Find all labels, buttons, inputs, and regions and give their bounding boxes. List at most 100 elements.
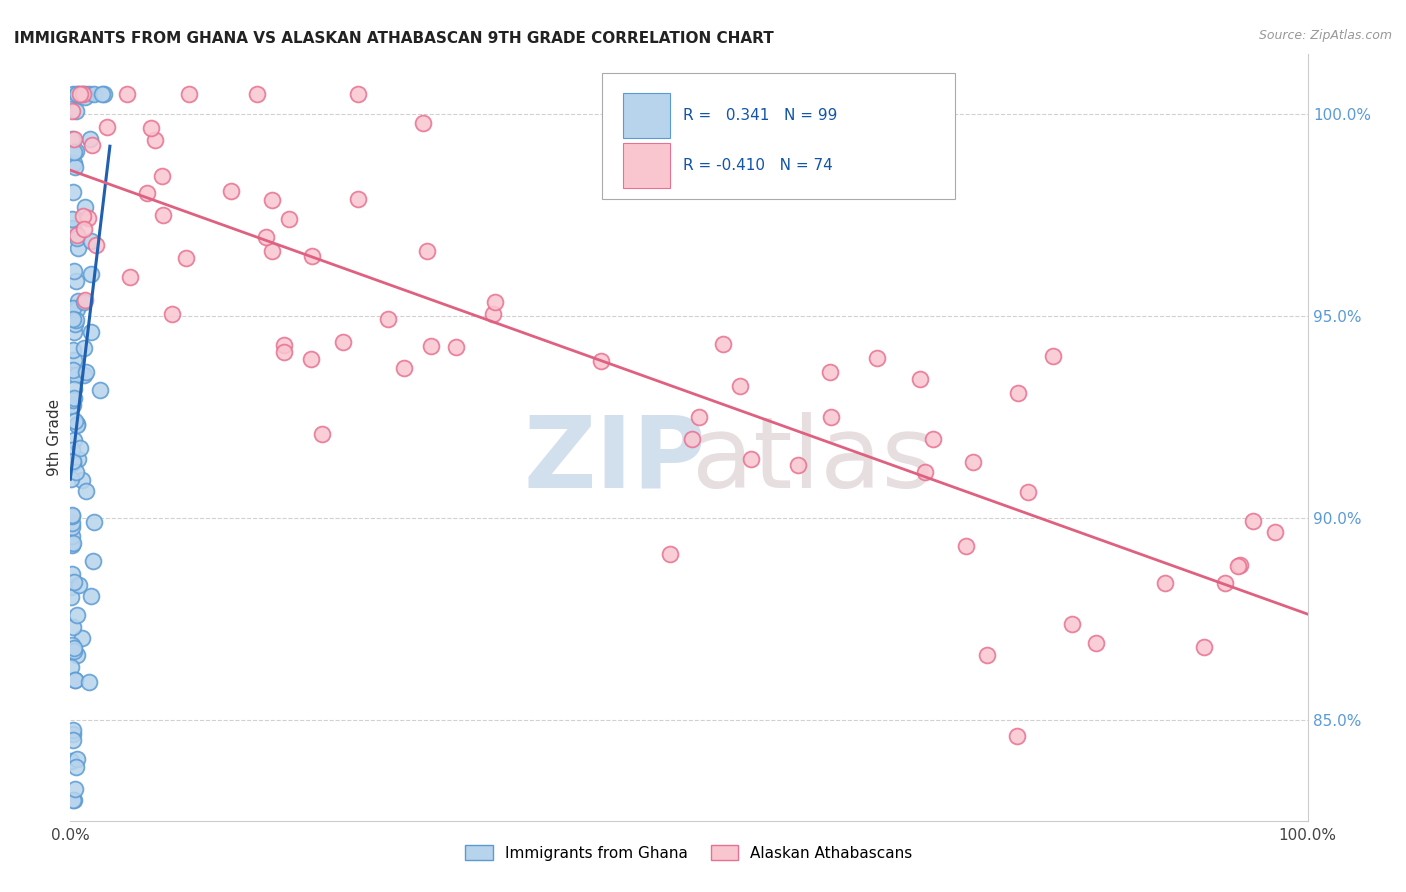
Point	[914, 465, 936, 479]
Point	[77, 675, 100, 690]
Point	[910, 372, 932, 386]
Point	[66, 752, 89, 766]
Point	[1042, 349, 1064, 363]
Point	[589, 353, 612, 368]
Point	[62, 641, 84, 656]
FancyBboxPatch shape	[623, 144, 671, 188]
Point	[70, 474, 93, 488]
Point	[80, 589, 103, 603]
Point	[392, 360, 415, 375]
Point	[91, 87, 114, 101]
Point	[740, 452, 762, 467]
Point	[152, 208, 174, 222]
Point	[66, 608, 89, 623]
Point	[79, 132, 101, 146]
Point	[63, 644, 86, 658]
Point	[728, 379, 751, 393]
Point	[82, 138, 104, 153]
Point	[63, 132, 86, 146]
Point	[786, 458, 808, 472]
Point	[1017, 485, 1039, 500]
Point	[60, 538, 83, 552]
Point	[75, 293, 97, 307]
Point	[63, 414, 86, 428]
Point	[66, 301, 89, 316]
Text: Source: ZipAtlas.com: Source: ZipAtlas.com	[1258, 29, 1392, 42]
Point	[66, 417, 89, 432]
Point	[1229, 558, 1251, 572]
Point	[62, 343, 84, 358]
Point	[65, 368, 87, 383]
Point	[260, 244, 283, 258]
Point	[1192, 640, 1215, 654]
Point	[66, 231, 89, 245]
Point	[77, 211, 100, 226]
Point	[65, 417, 87, 431]
Point	[1213, 576, 1236, 591]
Point	[66, 293, 89, 308]
Point	[174, 251, 197, 265]
Y-axis label: 9th Grade: 9th Grade	[46, 399, 62, 475]
Point	[66, 227, 89, 242]
Point	[73, 295, 96, 310]
Point	[96, 120, 118, 134]
Point	[69, 441, 91, 455]
Point	[412, 116, 434, 130]
Point	[63, 673, 86, 687]
Point	[62, 536, 84, 550]
Text: R = -0.410   N = 74: R = -0.410 N = 74	[683, 158, 832, 173]
Point	[484, 295, 506, 310]
Point	[80, 268, 103, 282]
Point	[62, 456, 84, 470]
Point	[150, 169, 173, 183]
Point	[62, 398, 84, 412]
Point	[416, 244, 439, 258]
Point	[118, 269, 141, 284]
Point	[65, 103, 87, 118]
Point	[72, 368, 94, 383]
Point	[254, 230, 277, 244]
Point	[346, 192, 368, 206]
Legend: Immigrants from Ghana, Alaskan Athabascans: Immigrants from Ghana, Alaskan Athabasca…	[460, 838, 918, 867]
Point	[162, 307, 184, 321]
Point	[73, 87, 96, 101]
Point	[62, 392, 84, 407]
Point	[62, 732, 84, 747]
Point	[62, 383, 84, 397]
Point	[301, 249, 323, 263]
Point	[60, 529, 83, 543]
Point	[60, 590, 83, 604]
Point	[481, 307, 503, 321]
Point	[66, 87, 89, 101]
Point	[77, 87, 100, 101]
Point	[962, 455, 984, 469]
Point	[921, 433, 943, 447]
Point	[63, 160, 86, 174]
Point	[75, 200, 97, 214]
Point	[75, 484, 97, 499]
Point	[66, 648, 89, 662]
Point	[73, 341, 96, 355]
Point	[75, 365, 97, 379]
Point	[115, 87, 138, 101]
Point	[65, 781, 87, 796]
Point	[72, 209, 94, 223]
Point	[820, 409, 842, 424]
Point	[70, 631, 93, 645]
Point	[63, 433, 86, 447]
Point	[347, 87, 370, 101]
Point	[60, 104, 83, 119]
Point	[60, 520, 83, 534]
Point	[63, 353, 86, 368]
Point	[60, 508, 83, 522]
Point	[1154, 576, 1177, 591]
Point	[84, 237, 107, 252]
Point	[67, 578, 90, 592]
Point	[60, 567, 83, 582]
Point	[59, 399, 82, 413]
Point	[177, 87, 200, 101]
Point	[377, 312, 399, 326]
Point	[866, 351, 889, 365]
Point	[80, 234, 103, 248]
Point	[711, 336, 734, 351]
